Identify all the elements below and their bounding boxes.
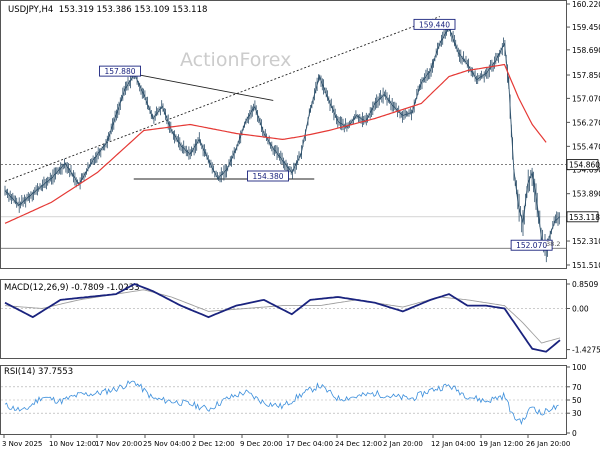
moving-average-line (4, 63, 547, 224)
annotation-152-070: 152.070 (516, 241, 547, 250)
rsi-tick-label: 70 (572, 383, 582, 392)
rising-trend-line (4, 16, 440, 182)
rsi-axis: 100 70 50 30 0 (1, 363, 587, 438)
time-tick-label: 2 Jan 20:00 (383, 440, 423, 448)
macd-title: MACD(12,26,9) -0.7809 -1.0233 (4, 283, 140, 293)
last-price-label: 153.118 (569, 213, 600, 222)
price-panel (0, 0, 567, 269)
price-tick-label: 159.450 (572, 23, 600, 32)
time-tick-label: 3 Nov 2025 (2, 440, 42, 448)
macd-axis: 0.8509 0.00 -1.4275 (1, 280, 600, 355)
watermark: ActionForex (180, 49, 291, 71)
time-tick-label: 26 Jan 20:00 (526, 440, 570, 448)
price-tick-label: 160.220 (572, 0, 600, 9)
rsi-series (4, 380, 559, 426)
last-price-box (566, 211, 599, 223)
time-tick-label: 17 Dec 04:00 (286, 440, 333, 448)
time-tick-label: 9 Dec 20:00 (240, 440, 283, 448)
macd-line (4, 283, 561, 353)
macd-panel (0, 279, 567, 359)
macd-tick-label: -1.4275 (572, 346, 600, 355)
macd-tick-label: 0.8509 (572, 280, 598, 289)
triangle-upper-line (134, 73, 274, 101)
annotation-159-440: 159.440 (419, 20, 450, 29)
time-tick-label: 25 Nov 04:00 (143, 440, 190, 448)
resistance-level-box (566, 159, 599, 171)
time-tick-label: 24 Dec 12:00 (335, 440, 382, 448)
time-tick-label: 12 Jan 04:00 (431, 440, 475, 448)
rsi-tick-label: 30 (572, 409, 582, 418)
price-tick-label: 153.890 (572, 190, 600, 199)
price-tick-label: 155.470 (572, 142, 600, 151)
price-annotations: 157.880159.440154.380152.07038.2154.8601… (99, 18, 600, 251)
annotation-157-880-box (99, 65, 141, 77)
price-axis: 160.220 159.450 158.690 157.850 157.070 156.2… (566, 0, 600, 270)
rsi-tick-label: 0 (572, 429, 577, 438)
time-tick-label: 2 Dec 12:00 (192, 440, 235, 448)
time-tick-label: 19 Jan 12:00 (479, 440, 523, 448)
rsi-tick-label: 50 (572, 396, 582, 405)
price-tick-label: 157.850 (572, 71, 600, 80)
rsi-tick-label: 100 (572, 363, 587, 372)
annotation-159-440-box (413, 18, 456, 30)
annotation-154-380-box (247, 170, 289, 182)
rsi-line (4, 380, 559, 426)
rsi-title: RSI(14) 37.7553 (4, 367, 73, 377)
macd-tick-label: 0.00 (572, 304, 589, 313)
price-tick-label: 152.310 (572, 237, 600, 246)
price-tick-label: 158.690 (572, 46, 600, 55)
symbol-label: USDJPY,H4 153.319 153.386 153.109 153.11… (8, 5, 207, 15)
fib-label-38-2: 38.2 (546, 240, 560, 248)
price-tick-label: 157.070 (572, 94, 600, 103)
price-overlays (1, 16, 566, 249)
price-tick-label: 154.690 (572, 166, 600, 175)
time-tick-label: 17 Nov 20:00 (95, 440, 142, 448)
time-tick-label: 10 Nov 12:00 (49, 440, 96, 448)
annotation-154-380: 154.380 (252, 172, 283, 181)
price-close-line (4, 26, 561, 250)
macd-signal-line (4, 289, 561, 344)
macd-series (4, 283, 561, 353)
annotation-157-880: 157.880 (104, 67, 135, 76)
price-tick-label: 156.270 (572, 118, 600, 127)
price-tick-label: 151.510 (572, 261, 600, 270)
price-series (4, 20, 561, 263)
annotation-152-070-box (510, 239, 553, 251)
resistance-level-label: 154.860 (569, 161, 600, 170)
